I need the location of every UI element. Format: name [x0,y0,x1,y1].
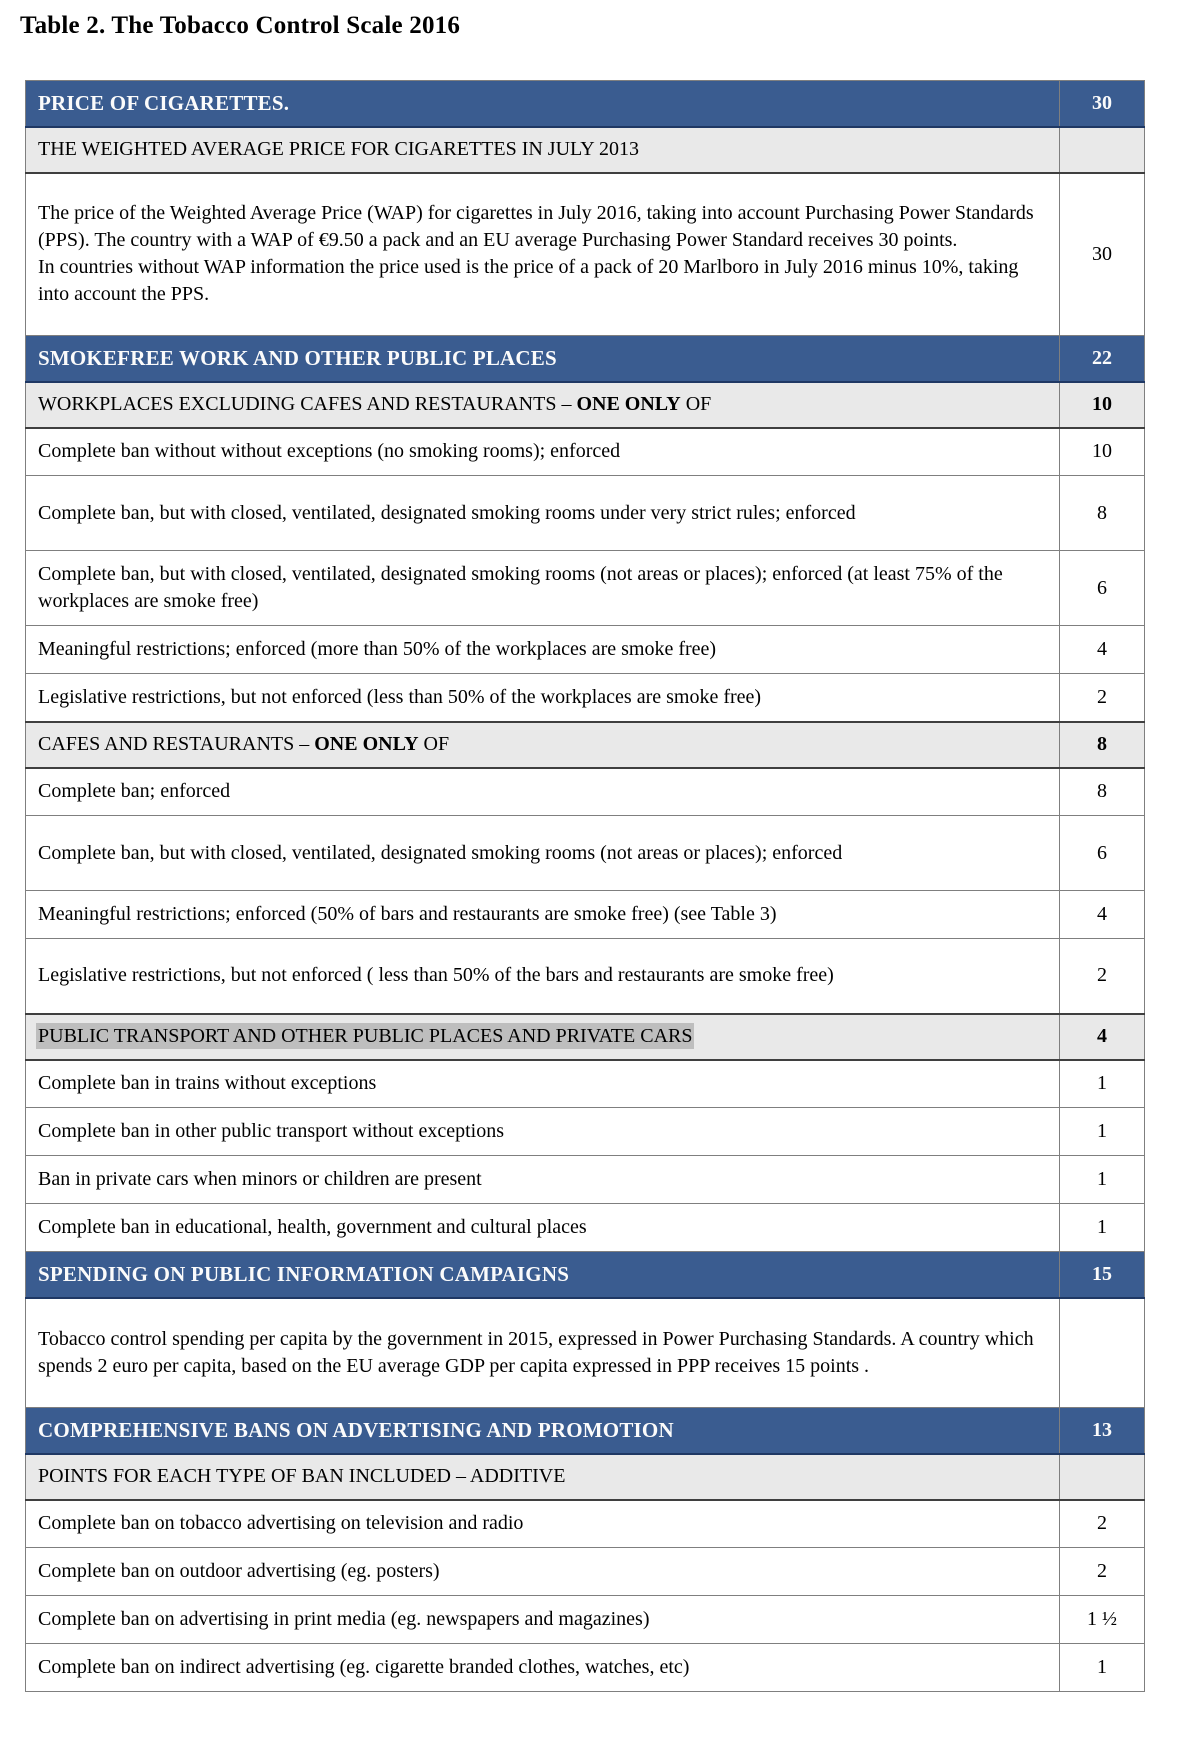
subheader-row: WORKPLACES EXCLUDING CAFES AND RESTAURAN… [25,380,1145,429]
row-label: Tobacco control spending per capita by t… [25,1297,1060,1408]
row-points: 10 [1059,380,1145,429]
row-points [1059,1297,1145,1408]
page-title: Table 2. The Tobacco Control Scale 2016 [20,12,461,39]
row-label: SMOKEFREE WORK AND OTHER PUBLIC PLACES [25,335,1060,383]
row-label: Complete ban in trains without exception… [25,1059,1060,1108]
row-label: Complete ban on indirect advertising (eg… [25,1643,1060,1692]
row-points: 30 [1059,80,1145,128]
row-points: 6 [1059,815,1145,891]
row-label: WORKPLACES EXCLUDING CAFES AND RESTAURAN… [25,380,1060,429]
criterion-row: Ban in private cars when minors or child… [25,1155,1145,1204]
description-paragraph: The price of the Weighted Average Price … [38,202,1034,252]
row-points: 1 [1059,1155,1145,1204]
row-label: Legislative restrictions, but not enforc… [25,673,1060,722]
row-points: 2 [1059,673,1145,722]
row-label: Complete ban without without exceptions … [25,427,1060,476]
criterion-row: Complete ban, but with closed, ventilate… [25,550,1145,626]
bold-segment: ONE ONLY [314,733,419,755]
row-points: 4 [1059,625,1145,674]
criterion-row: Complete ban on tobacco advertising on t… [25,1499,1145,1548]
criterion-row: Meaningful restrictions; enforced (more … [25,625,1145,674]
row-points: 1 [1059,1059,1145,1108]
description-row: Tobacco control spending per capita by t… [25,1297,1145,1408]
row-points: 4 [1059,890,1145,939]
row-points: 6 [1059,550,1145,626]
criterion-row: Meaningful restrictions; enforced (50% o… [25,890,1145,939]
highlighted-label: PUBLIC TRANSPORT AND OTHER PUBLIC PLACES… [38,1025,693,1047]
row-label: THE WEIGHTED AVERAGE PRICE FOR CIGARETTE… [25,125,1060,174]
row-label: Meaningful restrictions; enforced (more … [25,625,1060,674]
section-row: SPENDING ON PUBLIC INFORMATION CAMPAIGNS… [25,1251,1145,1299]
criterion-row: Complete ban without without exceptions … [25,427,1145,476]
row-label: The price of the Weighted Average Price … [25,172,1060,336]
row-label: PUBLIC TRANSPORT AND OTHER PUBLIC PLACES… [25,1012,1060,1061]
tobacco-control-scale-table: PRICE OF CIGARETTES. 30 THE WEIGHTED AVE… [25,80,1145,1692]
row-label: Complete ban; enforced [25,767,1060,816]
row-points: 4 [1059,1012,1145,1061]
row-points: 1 [1059,1643,1145,1692]
subheader-row: CAFES AND RESTAURANTS – ONE ONLY OF 8 [25,720,1145,769]
row-label: Complete ban, but with closed, ventilate… [25,815,1060,891]
criterion-row: Complete ban on outdoor advertising (eg.… [25,1547,1145,1596]
row-points: 15 [1059,1251,1145,1299]
criterion-row: Legislative restrictions, but not enforc… [25,673,1145,722]
criterion-row: Complete ban in educational, health, gov… [25,1203,1145,1252]
row-label: Complete ban on tobacco advertising on t… [25,1499,1060,1548]
label-segment: OF [418,733,450,755]
criterion-row: Complete ban; enforced 8 [25,767,1145,816]
row-points [1059,1452,1145,1501]
criterion-row: Complete ban on indirect advertising (eg… [25,1643,1145,1692]
description-paragraph: In countries without WAP information the… [38,256,1019,306]
row-label: Complete ban, but with closed, ventilate… [25,475,1060,551]
section-row: COMPREHENSIVE BANS ON ADVERTISING AND PR… [25,1407,1145,1455]
row-label: Complete ban in educational, health, gov… [25,1203,1060,1252]
criterion-row: Complete ban on advertising in print med… [25,1595,1145,1644]
criterion-row: Complete ban in trains without exception… [25,1059,1145,1108]
row-label: COMPREHENSIVE BANS ON ADVERTISING AND PR… [25,1407,1060,1455]
section-row: SMOKEFREE WORK AND OTHER PUBLIC PLACES 2… [25,335,1145,383]
subheader-row: POINTS FOR EACH TYPE OF BAN INCLUDED – A… [25,1452,1145,1501]
row-points [1059,125,1145,174]
row-points: 1 ½ [1059,1595,1145,1644]
label-segment: OF [680,393,712,415]
row-points: 2 [1059,1547,1145,1596]
row-points: 8 [1059,720,1145,769]
row-label: CAFES AND RESTAURANTS – ONE ONLY OF [25,720,1060,769]
row-points: 2 [1059,938,1145,1014]
row-label: Meaningful restrictions; enforced (50% o… [25,890,1060,939]
row-label: Complete ban on outdoor advertising (eg.… [25,1547,1060,1596]
description-row: The price of the Weighted Average Price … [25,172,1145,336]
row-points: 1 [1059,1203,1145,1252]
row-label: POINTS FOR EACH TYPE OF BAN INCLUDED – A… [25,1452,1060,1501]
row-points: 2 [1059,1499,1145,1548]
row-label: Complete ban on advertising in print med… [25,1595,1060,1644]
row-points: 22 [1059,335,1145,383]
criterion-row: Complete ban, but with closed, ventilate… [25,475,1145,551]
row-points: 8 [1059,475,1145,551]
row-points: 10 [1059,427,1145,476]
label-segment: CAFES AND RESTAURANTS – [38,733,315,755]
criterion-row: Complete ban in other public transport w… [25,1107,1145,1156]
row-label: SPENDING ON PUBLIC INFORMATION CAMPAIGNS [25,1251,1060,1299]
row-points: 1 [1059,1107,1145,1156]
row-points: 13 [1059,1407,1145,1455]
label-segment: WORKPLACES EXCLUDING CAFES AND RESTAURAN… [38,393,577,415]
row-label: Ban in private cars when minors or child… [25,1155,1060,1204]
criterion-row: Complete ban, but with closed, ventilate… [25,815,1145,891]
row-label: Legislative restrictions, but not enforc… [25,938,1060,1014]
subheader-row: PUBLIC TRANSPORT AND OTHER PUBLIC PLACES… [25,1012,1145,1061]
subheader-row: THE WEIGHTED AVERAGE PRICE FOR CIGARETTE… [25,125,1145,174]
row-points: 8 [1059,767,1145,816]
criterion-row: Legislative restrictions, but not enforc… [25,938,1145,1014]
row-points: 30 [1059,172,1145,336]
row-label: Complete ban in other public transport w… [25,1107,1060,1156]
row-label: PRICE OF CIGARETTES. [25,80,1060,128]
bold-segment: ONE ONLY [576,393,681,415]
section-row: PRICE OF CIGARETTES. 30 [25,80,1145,128]
row-label: Complete ban, but with closed, ventilate… [25,550,1060,626]
